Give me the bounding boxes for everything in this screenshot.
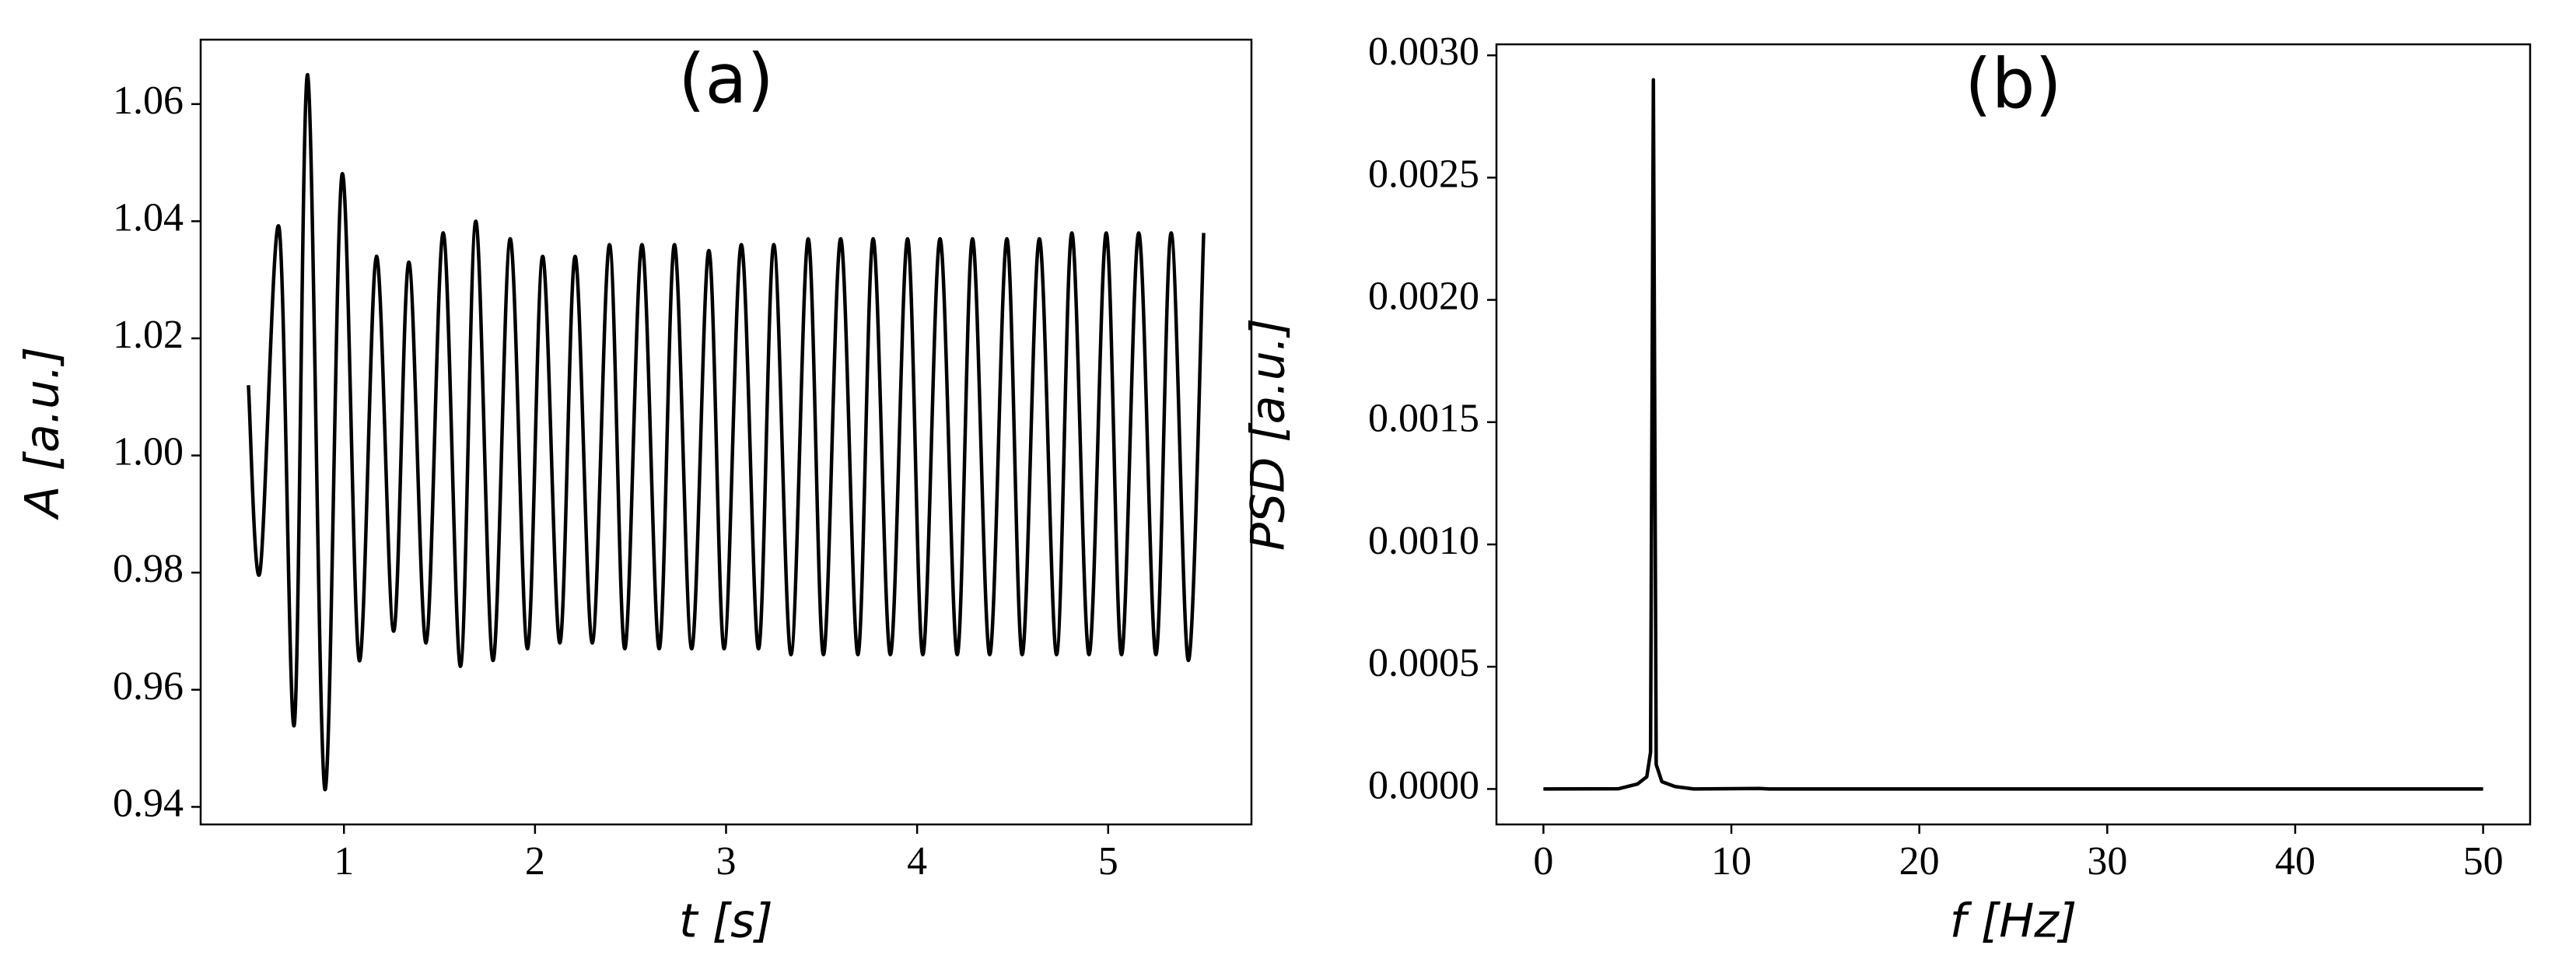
y-axis-label: PSD [a.u.] — [1241, 318, 1296, 551]
y-tick-label: 0.94 — [113, 781, 184, 825]
y-tick-label: 0.0020 — [1368, 275, 1479, 319]
x-tick-label: 2 — [525, 839, 545, 884]
x-tick-label: 40 — [2275, 839, 2315, 884]
x-tick-label: 5 — [1098, 839, 1118, 884]
x-tick-label: 3 — [716, 839, 737, 884]
y-tick-label: 1.00 — [113, 430, 184, 474]
x-axis-label: t [s] — [679, 894, 773, 949]
y-tick-label: 1.04 — [113, 195, 184, 240]
x-tick-label: 50 — [2463, 839, 2504, 884]
y-tick-label: 1.02 — [113, 313, 184, 357]
y-tick-label: 0.0010 — [1368, 519, 1479, 563]
y-tick-label: 0.0015 — [1368, 397, 1479, 441]
y-tick-label: 0.0025 — [1368, 152, 1479, 196]
y-axis-label: A [a.u.] — [16, 347, 70, 521]
y-tick-label: 0.96 — [113, 664, 184, 709]
data-line — [247, 72, 1206, 792]
plot-frame — [1495, 43, 2532, 826]
x-tick-label: 4 — [907, 839, 927, 884]
x-tick-label: 1 — [334, 839, 354, 884]
x-tick-label: 10 — [1711, 839, 1752, 884]
data-line — [1543, 78, 2483, 791]
panel-title: (b) — [1965, 44, 2062, 124]
x-tick-label: 30 — [2087, 839, 2127, 884]
y-tick-label: 0.98 — [113, 547, 184, 591]
y-tick-label: 1.06 — [113, 79, 184, 123]
x-tick-label: 20 — [1899, 839, 1940, 884]
y-tick-label: 0.0005 — [1368, 641, 1479, 685]
x-axis-label: f [Hz] — [1950, 894, 2077, 949]
y-tick-label: 0.0000 — [1368, 763, 1479, 807]
x-tick-label: 0 — [1533, 839, 1553, 884]
plot-frame — [199, 38, 1253, 826]
panel-title: (a) — [678, 39, 774, 119]
y-tick-label: 0.0030 — [1368, 30, 1479, 74]
